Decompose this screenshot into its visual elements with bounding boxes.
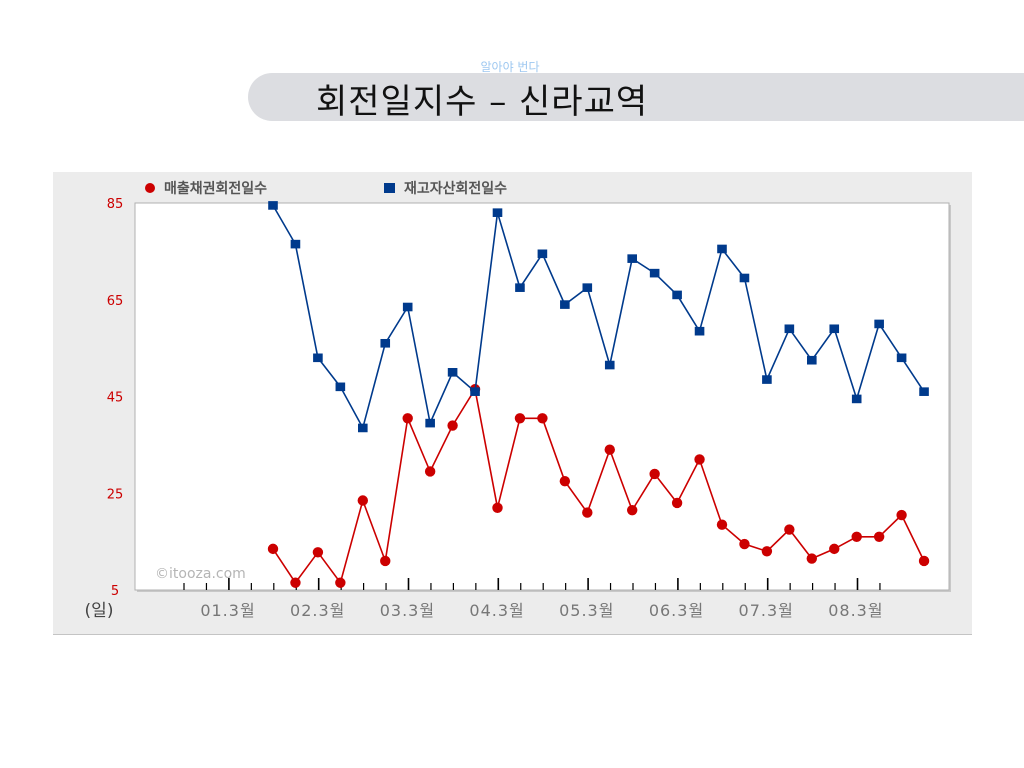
data-point xyxy=(918,555,930,567)
data-point xyxy=(784,324,795,334)
x-tick-label: 05.3월 xyxy=(559,601,614,620)
data-point xyxy=(402,413,413,424)
data-point xyxy=(671,497,683,509)
y-tick-label: 5 xyxy=(111,584,119,599)
data-point xyxy=(851,394,862,404)
data-point xyxy=(267,543,279,555)
data-point xyxy=(649,468,660,480)
watermark: ©itooza.com xyxy=(155,566,246,582)
data-point xyxy=(560,300,570,309)
data-point xyxy=(694,326,705,336)
data-point xyxy=(290,239,301,249)
data-point xyxy=(515,283,525,292)
data-point xyxy=(447,368,458,377)
data-point xyxy=(447,420,458,431)
legend-label: 재고자산회전일수 xyxy=(404,180,507,197)
data-point xyxy=(492,208,503,217)
x-tick-label: 08.3월 xyxy=(828,601,883,620)
legend-marker xyxy=(145,183,155,193)
data-point xyxy=(739,538,750,550)
data-point xyxy=(582,507,593,518)
data-point xyxy=(829,543,840,555)
data-point xyxy=(357,495,368,506)
data-point xyxy=(380,555,391,567)
data-point xyxy=(604,360,615,370)
legend-label: 매출채권회전일수 xyxy=(164,180,267,197)
x-tick-label: 06.3월 xyxy=(649,601,704,620)
x-tick-label: 01.3월 xyxy=(200,601,255,620)
data-point xyxy=(896,509,907,521)
y-tick-label: 65 xyxy=(107,294,124,309)
y-tick-label: 85 xyxy=(107,197,124,212)
data-point xyxy=(829,324,840,334)
data-point xyxy=(312,547,324,558)
data-point xyxy=(716,519,728,530)
data-point xyxy=(874,319,884,329)
data-point xyxy=(694,454,705,465)
data-point xyxy=(335,577,346,588)
data-point xyxy=(649,268,660,278)
data-point xyxy=(604,444,615,455)
data-point xyxy=(873,531,885,542)
data-point xyxy=(672,290,682,300)
data-point xyxy=(537,249,548,259)
data-point xyxy=(537,413,548,424)
data-point xyxy=(919,387,929,396)
data-point xyxy=(627,254,637,263)
plot-area xyxy=(134,202,950,591)
data-point xyxy=(627,504,638,516)
page-title: 회전일지수 – 신라교역 xyxy=(316,82,649,122)
line-chart: 85 65 45 25 5 01.3월 02.3월 03.3월 04.3월 05.3월 06.3월 0… xyxy=(85,180,951,621)
x-axis-label: (일) xyxy=(85,601,114,621)
data-point xyxy=(335,382,346,392)
data-point xyxy=(582,283,593,292)
chart-panel: 85 65 45 25 5 01.3월 02.3월 03.3월 04.3월 05.3월 06.3월 0… xyxy=(53,172,972,635)
y-tick-label: 45 xyxy=(107,391,124,406)
series-line xyxy=(272,204,925,431)
data-point xyxy=(268,201,278,210)
data-point xyxy=(807,355,817,365)
slide-note: 알아야 번다 xyxy=(480,60,540,74)
data-point xyxy=(380,338,391,348)
legend-marker xyxy=(384,183,395,193)
series-1 xyxy=(267,384,930,588)
data-point xyxy=(358,423,368,433)
data-point xyxy=(761,546,773,557)
data-point xyxy=(425,418,435,428)
data-point xyxy=(424,466,436,477)
data-point xyxy=(290,577,301,588)
title-band xyxy=(248,73,1024,121)
x-tick-label: 07.3월 xyxy=(739,601,794,620)
x-tick-label: 02.3월 xyxy=(290,601,345,620)
data-point xyxy=(313,353,323,363)
data-point xyxy=(717,244,727,254)
data-point xyxy=(514,413,526,424)
data-point xyxy=(402,302,413,312)
data-point xyxy=(762,375,772,384)
data-point xyxy=(739,273,750,283)
data-point xyxy=(784,524,795,535)
x-tick-label: 03.3월 xyxy=(380,601,435,620)
data-point xyxy=(851,531,862,542)
data-point xyxy=(806,553,817,564)
series-2 xyxy=(268,201,929,433)
y-tick-label: 25 xyxy=(107,487,124,502)
x-tick-label: 04.3월 xyxy=(469,601,524,620)
data-point xyxy=(896,353,907,363)
data-point xyxy=(492,502,503,513)
data-point xyxy=(470,387,480,396)
data-point xyxy=(559,475,571,487)
